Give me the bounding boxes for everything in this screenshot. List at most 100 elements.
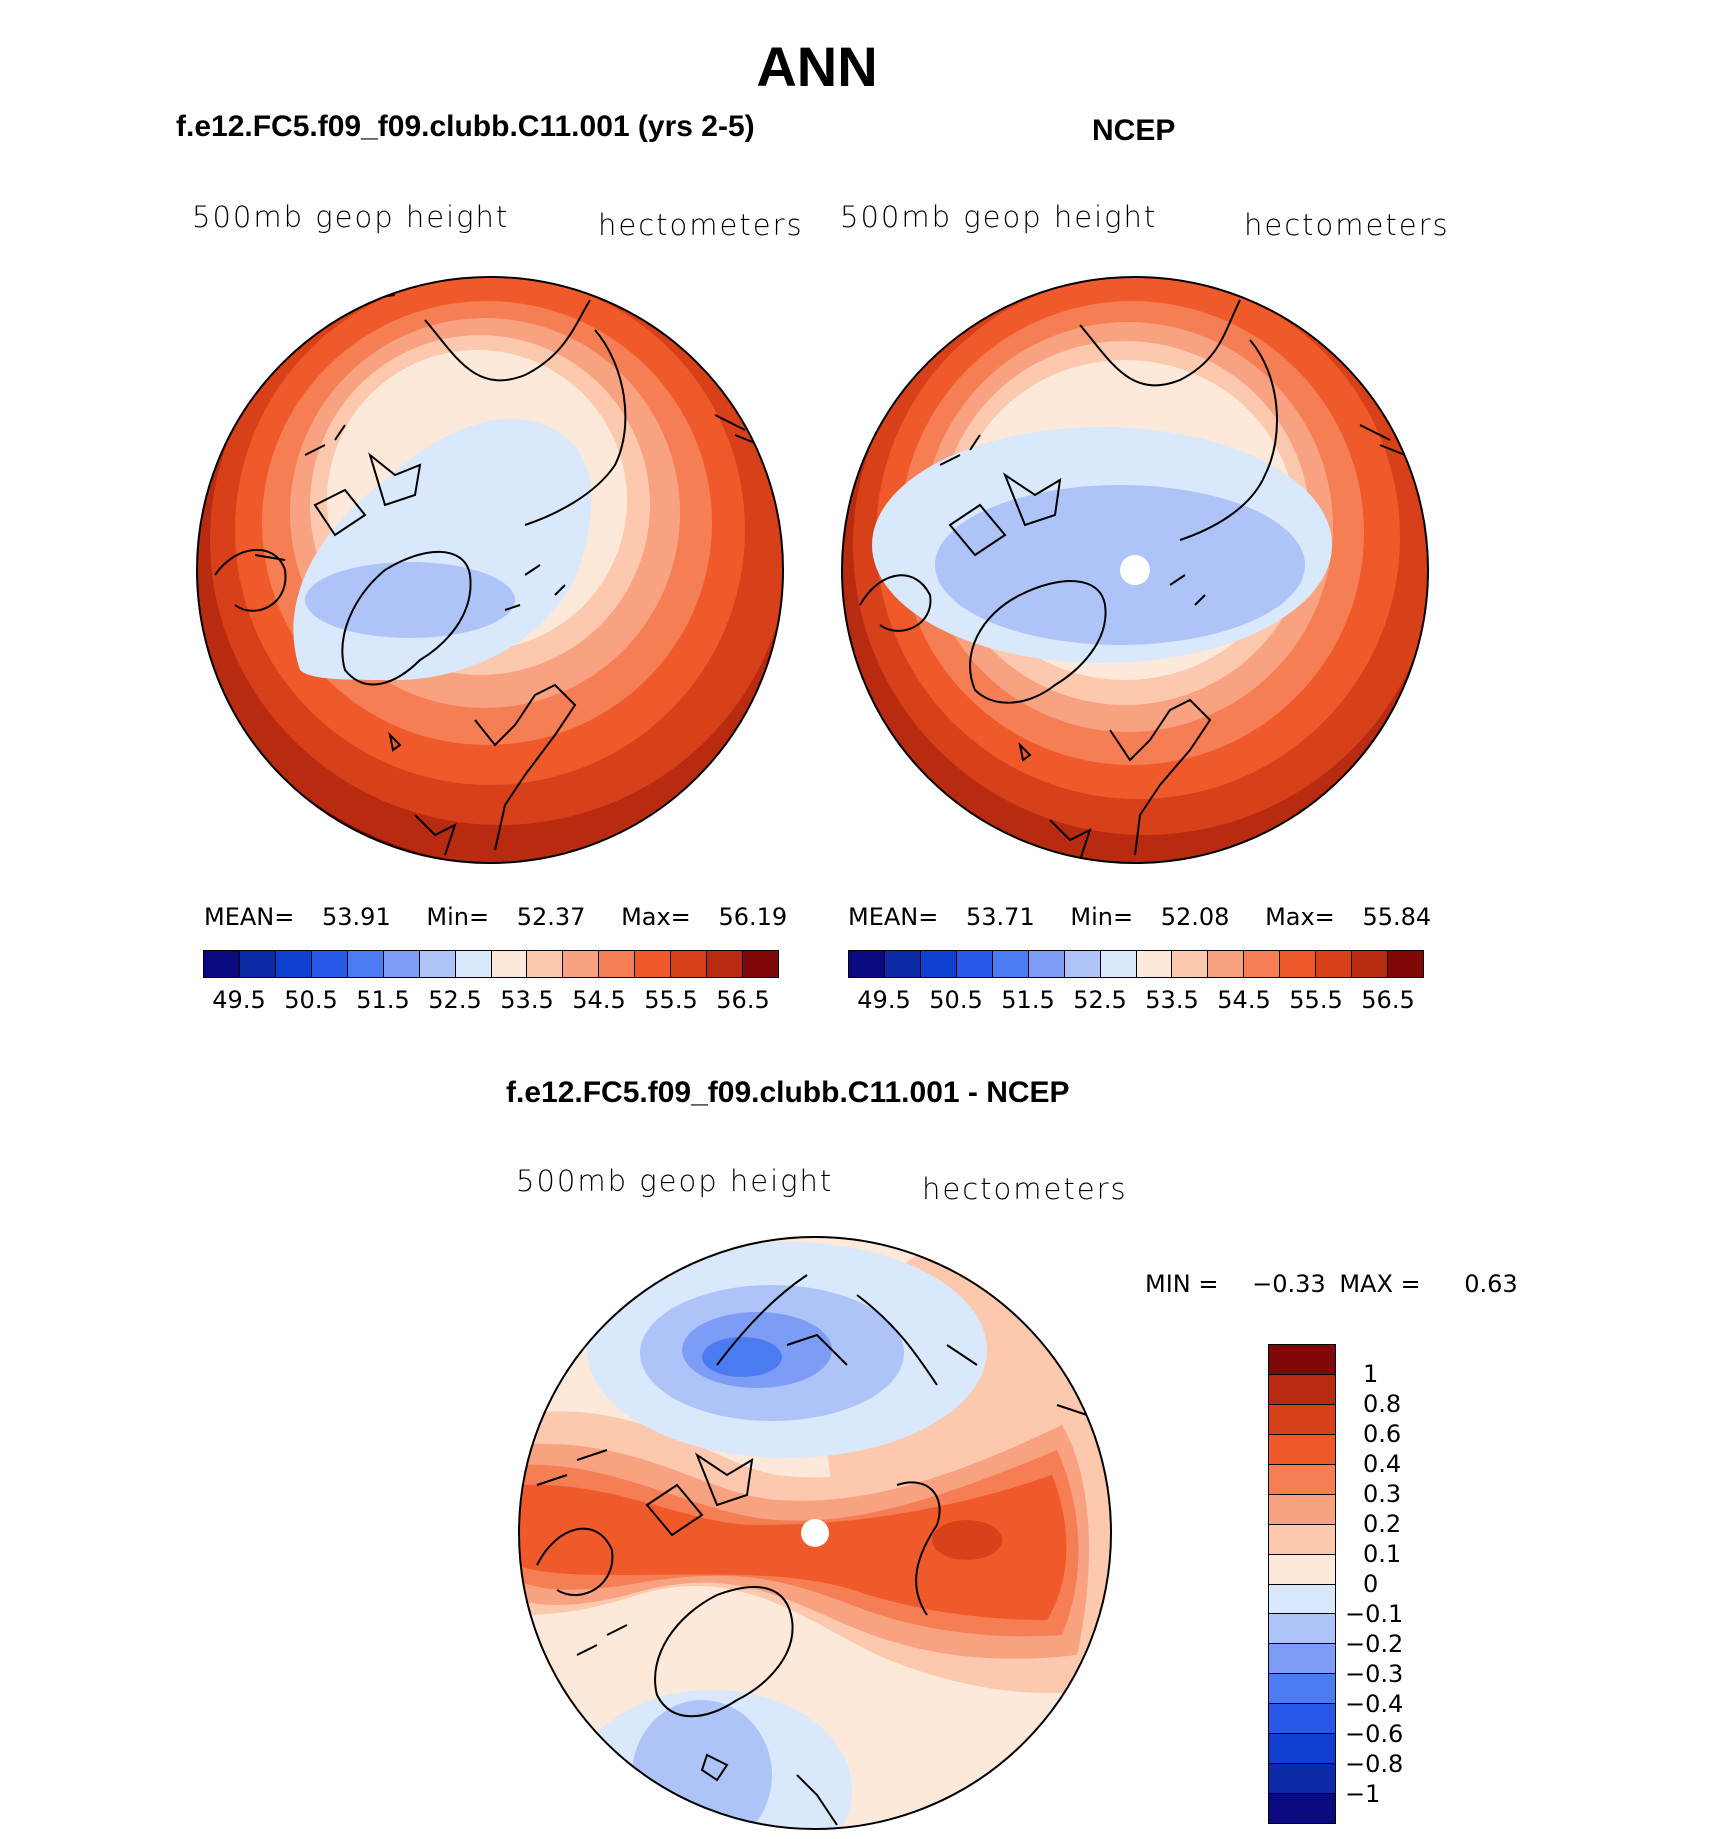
model-colorbar-swatches [203, 950, 779, 978]
obs-min-label: Min= [1070, 903, 1134, 931]
obs-mean-label: MEAN= [848, 903, 939, 931]
diff-colorbar-swatch [1269, 1644, 1335, 1675]
diff-colorbar-swatch [1269, 1734, 1335, 1765]
model-colorbar-tick-label: 55.5 [644, 986, 698, 1014]
diff-colorbar-labels: 1 0.8 0.6 0.4 0.3 0.2 0.1 0 −0.1 −0.2 −0.3 −0.4 −0.6… [1345, 1344, 1465, 1824]
model-colorbar-swatch [599, 951, 636, 977]
diff-colorbar-swatch [1269, 1794, 1335, 1823]
diff-colorbar-swatch [1269, 1584, 1335, 1615]
diff-colorbar-swatch [1269, 1345, 1335, 1375]
obs-colorbar-swatch [1352, 951, 1389, 977]
obs-colorbar-swatch [1316, 951, 1353, 977]
obs-colorbar-swatch [884, 951, 921, 977]
obs-colorbar-swatches [848, 950, 1424, 978]
diff-colorbar-label: −0.8 [1345, 1750, 1404, 1778]
diff-max-label: MAX = [1339, 1270, 1421, 1298]
diff-colorbar-label: 0.6 [1363, 1420, 1402, 1448]
diff-colorbar-label: −0.1 [1345, 1600, 1404, 1628]
model-polar-map [196, 276, 784, 864]
model-colorbar-swatch [671, 951, 708, 977]
diff-colorbar-swatch [1269, 1524, 1335, 1555]
diff-colorbar-swatch [1269, 1674, 1335, 1705]
diff-variable-label: 500mb geop height [516, 1164, 834, 1198]
model-colorbar-tick-label: 50.5 [284, 986, 338, 1014]
model-colorbar-tick-label: 51.5 [356, 986, 410, 1014]
obs-colorbar-swatch [920, 951, 957, 977]
main-title: ANN [756, 35, 878, 98]
model-units-label: hectometers [598, 208, 804, 242]
obs-mean-value: 53.71 [966, 903, 1035, 931]
diff-colorbar-label: 0.1 [1363, 1540, 1402, 1568]
diff-colorbar-swatch [1269, 1614, 1335, 1645]
obs-colorbar-tick-label: 53.5 [1145, 986, 1199, 1014]
obs-colorbar: 49.5 50.5 51.5 52.5 53.5 54.5 55.5 56.5 [848, 950, 1424, 1014]
model-colorbar-swatch [347, 951, 384, 977]
diff-colorbar [1268, 1344, 1336, 1824]
model-min-label: Min= [426, 903, 490, 931]
model-colorbar-swatch [239, 951, 276, 977]
obs-colorbar-tick-label: 51.5 [1001, 986, 1055, 1014]
obs-colorbar-swatch [956, 951, 993, 977]
diff-colorbar-swatch [1269, 1554, 1335, 1585]
obs-max-label: Max= [1265, 903, 1335, 931]
obs-max-value: 55.84 [1362, 903, 1432, 931]
obs-colorbar-swatch [1388, 951, 1423, 977]
obs-colorbar-tick-label: 56.5 [1361, 986, 1415, 1014]
diff-colorbar-swatch [1269, 1434, 1335, 1465]
obs-units-label: hectometers [1244, 208, 1450, 242]
model-colorbar-tick-label: 54.5 [572, 986, 626, 1014]
diff-colorbar-swatch [1269, 1704, 1335, 1735]
diff-colorbar-label: 0.4 [1363, 1450, 1402, 1478]
obs-colorbar-swatch [1028, 951, 1065, 977]
diff-colorbar-swatches [1268, 1344, 1336, 1824]
diff-min-value: −0.33 [1252, 1270, 1326, 1298]
model-colorbar: 49.5 50.5 51.5 52.5 53.5 54.5 55.5 56.5 [203, 950, 779, 1014]
model-colorbar-swatch [563, 951, 600, 977]
model-colorbar-tick-label: 52.5 [428, 986, 482, 1014]
obs-colorbar-swatch [1136, 951, 1173, 977]
model-min-value: 52.37 [516, 903, 586, 931]
obs-colorbar-swatch [1172, 951, 1209, 977]
model-panel-title: f.e12.FC5.f09_f09.clubb.C11.001 (yrs 2-5… [176, 110, 755, 143]
diff-colorbar-label: −0.2 [1345, 1630, 1404, 1658]
obs-colorbar-swatch [1244, 951, 1281, 977]
diff-colorbar-label: 0.3 [1363, 1480, 1402, 1508]
diff-colorbar-label: 0.8 [1363, 1390, 1402, 1418]
diff-colorbar-swatch [1269, 1374, 1335, 1405]
model-mean-label: MEAN= [204, 903, 295, 931]
diff-colorbar-label: 0 [1363, 1570, 1379, 1598]
obs-colorbar-swatch [1100, 951, 1137, 977]
diff-colorbar-swatch [1269, 1764, 1335, 1795]
diff-colorbar-swatch [1269, 1494, 1335, 1525]
model-colorbar-tick-label: 56.5 [716, 986, 770, 1014]
diff-colorbar-swatch [1269, 1464, 1335, 1495]
diff-colorbar-label: 0.2 [1363, 1510, 1402, 1538]
model-colorbar-swatch [455, 951, 492, 977]
obs-colorbar-swatch [1208, 951, 1245, 977]
obs-variable-label: 500mb geop height [840, 200, 1158, 234]
model-colorbar-swatch [383, 951, 420, 977]
diff-polar-map [518, 1236, 1112, 1830]
diff-units-label: hectometers [922, 1172, 1128, 1206]
model-colorbar-labels: 49.5 50.5 51.5 52.5 53.5 54.5 55.5 56.5 [203, 978, 779, 1014]
model-colorbar-swatch [707, 951, 744, 977]
obs-polar-map [841, 276, 1429, 864]
model-colorbar-swatch [743, 951, 778, 977]
diff-colorbar-label: −0.6 [1345, 1720, 1404, 1748]
obs-colorbar-swatch [992, 951, 1029, 977]
model-variable-label: 500mb geop height [192, 200, 510, 234]
diff-colorbar-label: −1 [1345, 1780, 1381, 1808]
model-colorbar-swatch [204, 951, 240, 977]
model-colorbar-swatch [275, 951, 312, 977]
obs-colorbar-tick-label: 52.5 [1073, 986, 1127, 1014]
diff-min-label: MIN = [1145, 1270, 1219, 1298]
model-colorbar-swatch [419, 951, 456, 977]
obs-colorbar-tick-label: 55.5 [1289, 986, 1343, 1014]
model-colorbar-tick-label: 53.5 [500, 986, 554, 1014]
obs-colorbar-swatch [849, 951, 885, 977]
model-max-label: Max= [621, 903, 691, 931]
obs-panel-title: NCEP [1092, 114, 1176, 147]
obs-colorbar-labels: 49.5 50.5 51.5 52.5 53.5 54.5 55.5 56.5 [848, 978, 1424, 1014]
model-mean-value: 53.91 [322, 903, 391, 931]
model-colorbar-swatch [491, 951, 528, 977]
